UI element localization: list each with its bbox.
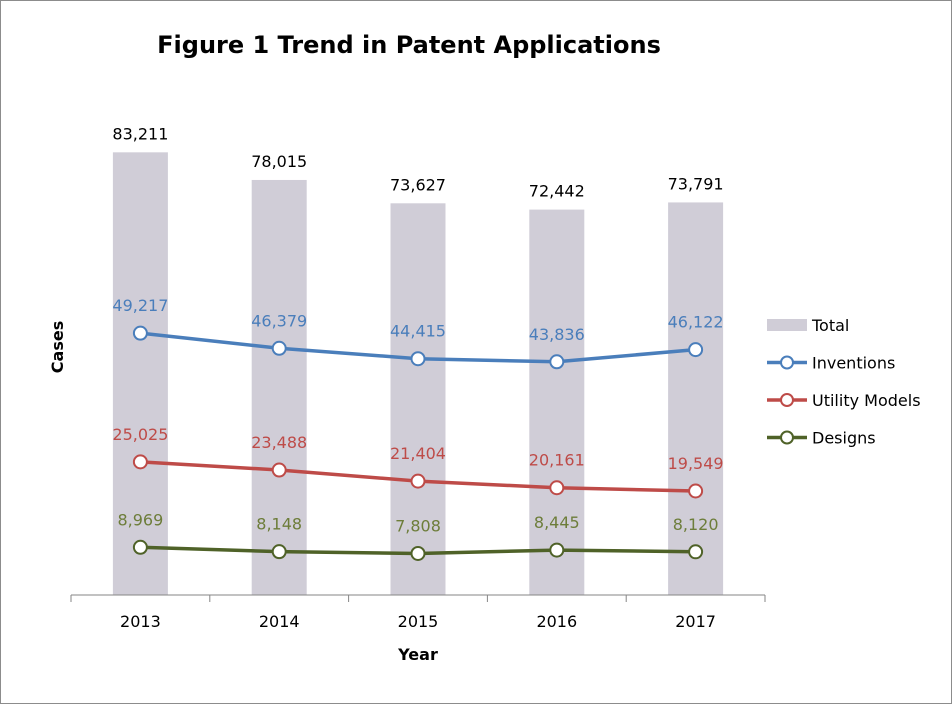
data-label-total-2017: 73,791 [668,174,724,193]
data-label-utility-models-2013: 25,025 [112,425,168,444]
data-labels-layer: 83,211 78,015 73,627 72,442 73,791 49,217 46,3… [112,124,723,535]
point-inventions-2013 [132,325,148,341]
point-utility-models-2013 [132,454,148,470]
point-inventions-2015 [410,351,426,367]
data-label-utility-models-2017: 19,549 [668,454,724,473]
data-label-total-2013: 83,211 [112,124,168,143]
legend-swatch-total [767,319,807,331]
point-utility-models-2017 [688,483,704,499]
point-inventions-2016 [549,354,565,370]
legend-label-designs: Designs [812,429,876,448]
data-label-designs-2014: 8,148 [256,515,302,534]
bar-total-2016 [529,209,585,595]
x-tick-label-2016: 2016 [536,612,577,631]
bar-total-2013 [112,152,168,595]
point-utility-models-2015 [410,473,426,489]
legend-marker-designs [780,430,794,445]
data-label-designs-2017: 8,120 [673,515,719,534]
data-label-designs-2015: 7,808 [395,516,441,535]
point-designs-2017 [688,544,704,560]
bar-total-2014 [251,179,307,595]
legend-label-total: Total [811,316,849,335]
x-axis-title: Year [397,645,438,664]
data-label-total-2014: 78,015 [251,152,307,171]
legend-label-utility-models: Utility Models [812,391,921,410]
data-label-utility-models-2015: 21,404 [390,444,446,463]
data-label-inventions-2015: 44,415 [390,322,446,341]
legend-marker-utility-models [780,393,794,407]
data-label-inventions-2017: 46,122 [668,313,724,332]
point-inventions-2014 [271,340,287,356]
bar-total-2015 [390,203,446,595]
legend-label-inventions: Inventions [812,354,895,373]
legend-marker-inventions [780,355,794,370]
x-tick-label-2015: 2015 [398,612,439,631]
point-utility-models-2016 [549,480,565,496]
data-label-utility-models-2016: 20,161 [529,451,585,470]
point-designs-2014 [271,544,287,560]
point-utility-models-2014 [271,462,287,478]
bar-total-2017 [668,202,724,595]
data-label-total-2016: 72,442 [529,182,585,201]
lines-layer [132,325,704,561]
bars-layer [112,152,724,595]
point-inventions-2017 [688,342,704,358]
legend: Total Inventions Utility Models Designs [767,316,921,448]
point-designs-2013 [132,539,148,555]
x-tick-label-2013: 2013 [120,612,161,631]
y-axis-title: Cases [48,321,67,373]
data-label-designs-2016: 8,445 [534,513,580,532]
data-label-total-2015: 73,627 [390,175,446,194]
x-axis: 2013 2014 2015 2016 2017 [70,594,766,631]
data-label-utility-models-2014: 23,488 [251,433,307,452]
data-label-inventions-2013: 49,217 [112,296,168,315]
data-label-inventions-2014: 46,379 [251,311,307,330]
chart-title: Figure 1 Trend in Patent Applications [157,31,661,59]
point-designs-2016 [549,542,565,558]
data-label-designs-2013: 8,969 [117,510,163,529]
x-tick-label-2017: 2017 [675,612,716,631]
data-label-inventions-2016: 43,836 [529,325,585,344]
x-tick-label-2014: 2014 [259,612,300,631]
point-designs-2015 [410,545,426,561]
